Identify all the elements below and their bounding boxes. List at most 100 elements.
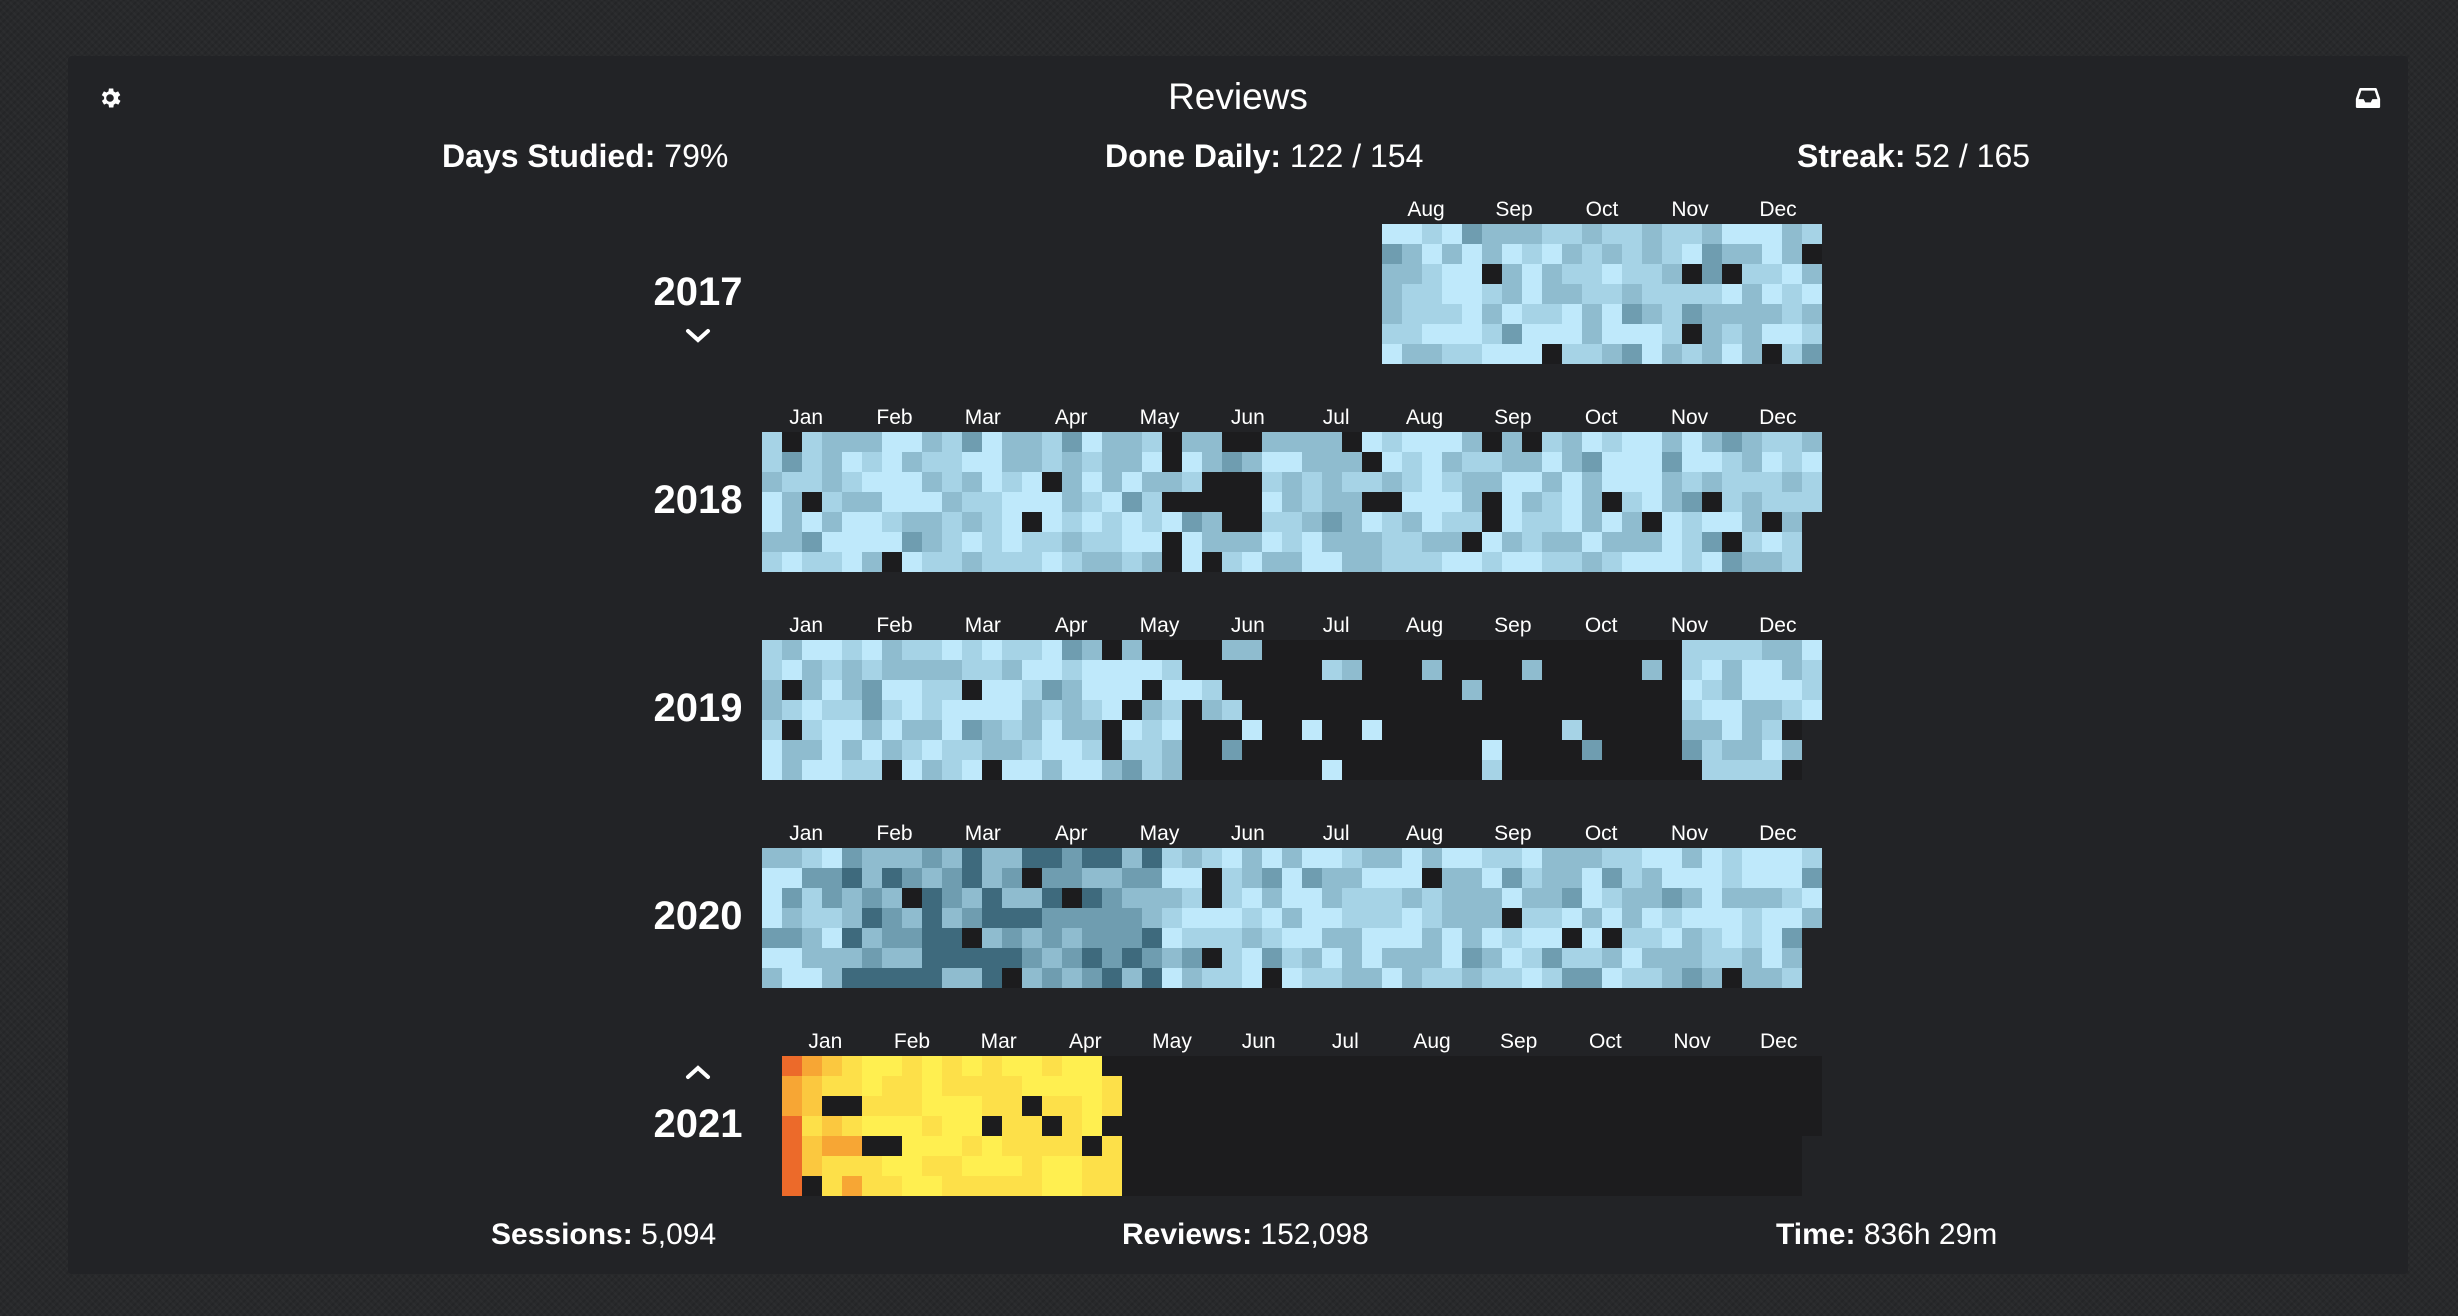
day-cell[interactable] — [1102, 1096, 1122, 1116]
day-cell[interactable] — [1462, 244, 1482, 264]
day-cell[interactable] — [1102, 1156, 1122, 1176]
day-cell[interactable] — [822, 908, 842, 928]
day-cell[interactable] — [1182, 532, 1202, 552]
day-cell[interactable] — [1002, 968, 1022, 988]
day-cell[interactable] — [842, 848, 862, 868]
day-cell[interactable] — [1742, 532, 1762, 552]
day-cell[interactable] — [902, 848, 922, 868]
day-cell[interactable] — [1422, 324, 1442, 344]
day-cell[interactable] — [1342, 968, 1362, 988]
day-cell[interactable] — [1462, 948, 1482, 968]
day-cell[interactable] — [762, 848, 782, 868]
day-cell[interactable] — [1642, 304, 1662, 324]
day-cell[interactable] — [1462, 868, 1482, 888]
day-cell[interactable] — [1462, 492, 1482, 512]
day-cell[interactable] — [1722, 492, 1742, 512]
day-cell[interactable] — [1002, 1096, 1022, 1116]
day-cell[interactable] — [1162, 532, 1182, 552]
day-cell[interactable] — [1102, 700, 1122, 720]
day-cell[interactable] — [782, 532, 802, 552]
day-cell[interactable] — [1062, 512, 1082, 532]
day-cell[interactable] — [1122, 848, 1142, 868]
day-cell[interactable] — [922, 1096, 942, 1116]
day-cell[interactable] — [1002, 740, 1022, 760]
day-cell[interactable] — [1602, 908, 1622, 928]
day-cell[interactable] — [1662, 888, 1682, 908]
day-cell[interactable] — [1662, 224, 1682, 244]
day-cell[interactable] — [1522, 552, 1542, 572]
day-cell[interactable] — [1522, 760, 1542, 780]
day-cell[interactable] — [1802, 472, 1822, 492]
day-cell[interactable] — [1662, 492, 1682, 512]
day-cell[interactable] — [1422, 1096, 1442, 1116]
day-cell[interactable] — [1322, 432, 1342, 452]
day-cell[interactable] — [782, 1156, 802, 1176]
day-cell[interactable] — [1322, 888, 1342, 908]
day-cell[interactable] — [1722, 888, 1742, 908]
day-cell[interactable] — [1342, 472, 1362, 492]
day-cell[interactable] — [922, 700, 942, 720]
day-cell[interactable] — [1282, 1096, 1302, 1116]
day-cell[interactable] — [822, 888, 842, 908]
day-cell[interactable] — [1202, 888, 1222, 908]
day-cell[interactable] — [1742, 264, 1762, 284]
day-cell[interactable] — [1002, 908, 1022, 928]
day-cell[interactable] — [1542, 324, 1562, 344]
day-cell[interactable] — [862, 908, 882, 928]
day-cell[interactable] — [1342, 700, 1362, 720]
inbox-button[interactable] — [2348, 78, 2388, 118]
day-cell[interactable] — [1342, 1056, 1362, 1076]
day-cell[interactable] — [1682, 552, 1702, 572]
day-cell[interactable] — [862, 740, 882, 760]
day-cell[interactable] — [922, 512, 942, 532]
day-cell[interactable] — [1022, 472, 1042, 492]
day-cell[interactable] — [1422, 1116, 1442, 1136]
day-cell[interactable] — [802, 888, 822, 908]
day-cell[interactable] — [842, 432, 862, 452]
day-cell[interactable] — [1062, 848, 1082, 868]
day-cell[interactable] — [762, 472, 782, 492]
day-cell[interactable] — [1442, 552, 1462, 572]
day-cell[interactable] — [1402, 1076, 1422, 1096]
day-cell[interactable] — [1682, 512, 1702, 532]
day-cell[interactable] — [1422, 760, 1442, 780]
day-cell[interactable] — [942, 760, 962, 780]
day-cell[interactable] — [1042, 552, 1062, 572]
day-cell[interactable] — [982, 660, 1002, 680]
day-cell[interactable] — [1282, 552, 1302, 572]
day-cell[interactable] — [1722, 968, 1742, 988]
day-cell[interactable] — [1422, 224, 1442, 244]
day-cell[interactable] — [1602, 472, 1622, 492]
day-cell[interactable] — [1662, 908, 1682, 928]
day-cell[interactable] — [1342, 848, 1362, 868]
day-cell[interactable] — [782, 1136, 802, 1156]
day-cell[interactable] — [1042, 1096, 1062, 1116]
day-cell[interactable] — [1022, 552, 1042, 572]
day-cell[interactable] — [1622, 1116, 1642, 1136]
day-cell[interactable] — [1802, 324, 1822, 344]
day-cell[interactable] — [1402, 680, 1422, 700]
day-cell[interactable] — [1362, 660, 1382, 680]
day-cell[interactable] — [1122, 492, 1142, 512]
day-cell[interactable] — [1442, 1076, 1462, 1096]
day-cell[interactable] — [902, 432, 922, 452]
day-cell[interactable] — [1462, 888, 1482, 908]
day-cell[interactable] — [1762, 1056, 1782, 1076]
day-cell[interactable] — [1242, 720, 1262, 740]
day-cell[interactable] — [802, 848, 822, 868]
day-cell[interactable] — [1702, 432, 1722, 452]
day-cell[interactable] — [1062, 492, 1082, 512]
day-cell[interactable] — [1502, 1176, 1522, 1196]
day-cell[interactable] — [1702, 452, 1722, 472]
day-cell[interactable] — [1742, 1076, 1762, 1096]
day-cell[interactable] — [802, 452, 822, 472]
day-cell[interactable] — [1102, 848, 1122, 868]
day-cell[interactable] — [1342, 492, 1362, 512]
day-cell[interactable] — [982, 888, 1002, 908]
day-cell[interactable] — [1502, 324, 1522, 344]
day-cell[interactable] — [1442, 472, 1462, 492]
day-cell[interactable] — [762, 492, 782, 512]
day-cell[interactable] — [1082, 492, 1102, 512]
day-cell[interactable] — [1022, 908, 1042, 928]
day-cell[interactable] — [1602, 264, 1622, 284]
